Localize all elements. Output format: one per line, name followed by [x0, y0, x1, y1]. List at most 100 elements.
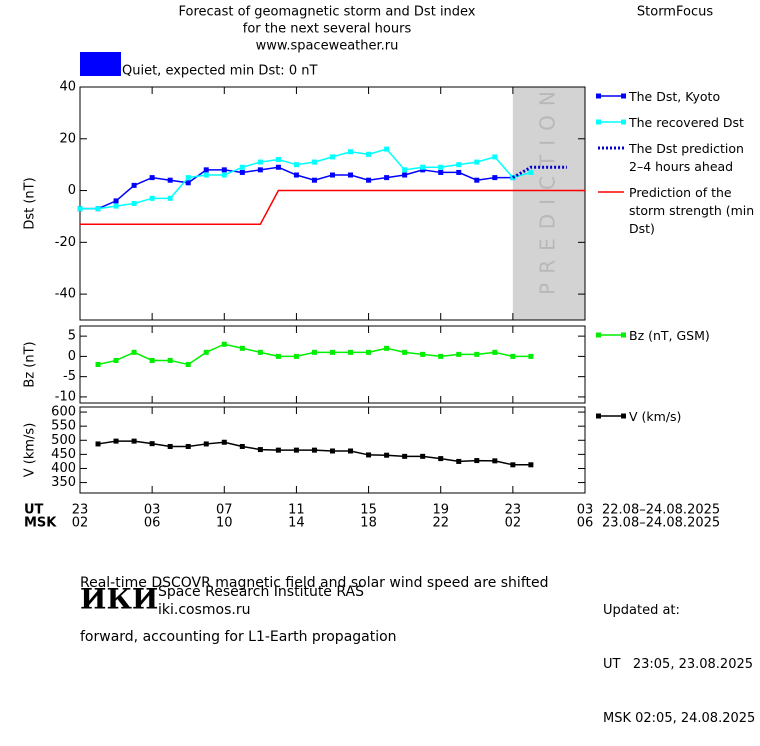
y-axis-label: Bz (nT) — [23, 341, 38, 387]
x-tick-label: 19 — [432, 503, 449, 518]
legend-label: Prediction of the storm strength (min Ds… — [629, 185, 755, 236]
point — [131, 349, 137, 355]
point — [330, 154, 335, 160]
legend-swatch — [596, 413, 626, 419]
point — [366, 177, 372, 183]
updated-line: Updated at: — [603, 603, 680, 618]
logo: ИКИ — [80, 583, 158, 616]
point — [221, 439, 227, 445]
point — [149, 195, 155, 201]
x2-tick-label: 06 — [577, 516, 594, 531]
x2-tick-label: 02 — [72, 516, 89, 531]
point — [348, 149, 354, 155]
point — [149, 175, 155, 181]
point — [438, 164, 444, 170]
y-tick-label: 20 — [59, 131, 76, 146]
point — [402, 172, 408, 178]
point — [384, 175, 390, 181]
y-tick-label: 400 — [51, 461, 76, 476]
point — [528, 353, 534, 359]
legend-label: The Dst, Kyoto — [629, 89, 721, 104]
updated: Updated at: UT 23:05, 23.08.2025 MSK 02:… — [603, 566, 755, 746]
legend-marker — [596, 119, 601, 125]
point — [510, 462, 516, 468]
point — [366, 452, 372, 458]
status-box — [80, 52, 121, 76]
legend-label: Bz (nT, GSM) — [629, 328, 710, 343]
legend-item: Bz (nT, GSM) — [596, 327, 756, 345]
legend-item: The Dst, Kyoto — [596, 88, 756, 106]
point — [402, 349, 408, 355]
point — [275, 353, 281, 359]
point — [311, 349, 317, 355]
point — [131, 438, 137, 444]
institute: Space Research Institute RAS — [158, 584, 364, 600]
legend-label: The Dst prediction 2–4 hours ahead — [629, 141, 744, 174]
legend-swatch — [596, 332, 626, 338]
point — [474, 458, 480, 464]
y-tick-label: -20 — [55, 235, 76, 250]
prediction-zone — [512, 87, 585, 320]
point — [456, 169, 462, 175]
y-tick-label: 500 — [51, 433, 76, 448]
status-text: Quiet, expected min Dst: 0 nT — [122, 64, 317, 79]
point — [257, 167, 263, 173]
point — [239, 345, 245, 351]
point — [474, 177, 480, 183]
updated-line: UT 23:05, 23.08.2025 — [603, 657, 754, 672]
legend: Bz (nT, GSM) — [596, 327, 756, 353]
y-tick-label: -10 — [55, 389, 76, 404]
point — [438, 169, 444, 175]
y-tick-label: 450 — [51, 447, 76, 462]
y-tick-label: 0 — [68, 183, 76, 198]
point — [95, 362, 101, 367]
point — [311, 177, 317, 183]
chart: Forecast of geomagnetic storm and Dst in… — [23, 5, 721, 619]
point — [185, 443, 191, 449]
x-axis-label: UT — [24, 503, 44, 518]
x-tick-label: 15 — [360, 503, 377, 518]
point — [311, 159, 317, 165]
point — [528, 169, 534, 175]
series-line — [80, 148, 532, 210]
point — [203, 441, 209, 447]
point — [185, 362, 191, 367]
y-tick-label: 0 — [68, 349, 76, 364]
point — [203, 172, 209, 178]
y-tick-label: 600 — [51, 405, 76, 420]
y-tick-label: -5 — [63, 369, 76, 384]
subtitle: for the next several hours — [243, 22, 412, 37]
point — [330, 349, 335, 355]
legend-label: The recovered Dst — [629, 115, 744, 130]
point — [113, 203, 119, 209]
point — [474, 351, 480, 357]
x2-tick-label: 18 — [360, 516, 377, 531]
point — [330, 448, 335, 454]
legend-marker — [596, 93, 601, 99]
point — [456, 162, 462, 168]
legend-label: V (km/s) — [629, 409, 682, 424]
legend-swatch — [596, 119, 626, 125]
point — [185, 175, 191, 181]
series-line — [512, 165, 567, 179]
footer-note: Real-time DSCOVR magnetic field and sola… — [80, 538, 549, 664]
point — [239, 169, 245, 175]
point — [456, 458, 462, 464]
point — [113, 438, 119, 444]
x-tick-label: 03 — [144, 503, 161, 518]
point — [131, 182, 137, 188]
x-tick-label: 03 — [577, 503, 594, 518]
note-line: forward, accounting for L1-Earth propaga… — [80, 629, 397, 645]
legend-marker — [596, 413, 601, 419]
point — [167, 357, 173, 363]
point — [149, 357, 155, 363]
x2-tick-label: 22 — [432, 516, 449, 531]
point — [221, 172, 227, 178]
point — [275, 447, 281, 453]
point — [167, 177, 173, 183]
point — [528, 462, 534, 468]
y-tick-label: -40 — [55, 287, 76, 302]
point — [293, 447, 299, 453]
point — [203, 167, 209, 173]
point — [221, 341, 227, 347]
